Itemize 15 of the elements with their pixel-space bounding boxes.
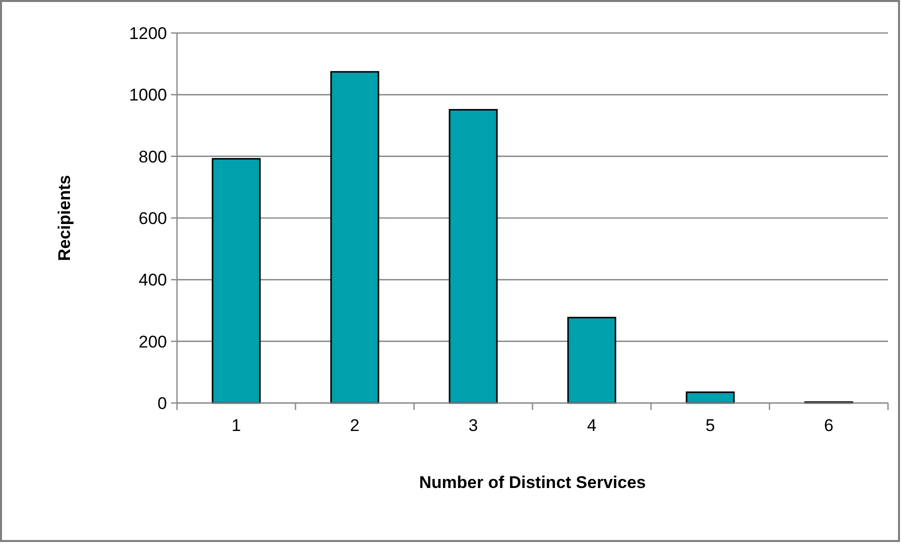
- y-tick-label: 400: [138, 270, 167, 290]
- x-tick-label: 3: [468, 416, 478, 435]
- y-axis-title: Recipients: [55, 175, 74, 261]
- y-tick-label: 0: [158, 394, 167, 413]
- y-tick-label: 1000: [129, 86, 167, 105]
- x-tick-label: 1: [232, 416, 241, 435]
- y-tick-label: 200: [138, 332, 167, 352]
- x-tick-label: 6: [824, 416, 834, 435]
- x-tick-label: 2: [350, 416, 360, 435]
- y-tick-label: 800: [138, 147, 167, 166]
- y-tick-label: 1200: [129, 24, 167, 43]
- x-tick-label: 4: [587, 416, 596, 435]
- y-tick-label: 600: [138, 208, 167, 228]
- x-axis-title: Number of Distinct Services: [419, 473, 646, 492]
- x-tick-label: 5: [706, 416, 715, 435]
